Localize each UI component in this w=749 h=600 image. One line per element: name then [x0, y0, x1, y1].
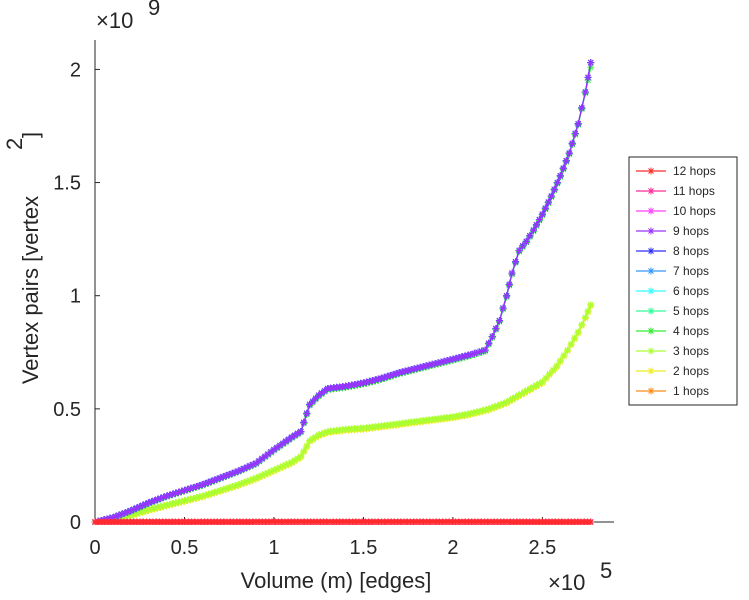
series-markers-8-hops — [91, 59, 595, 525]
series-markers-2-hops — [91, 302, 595, 525]
legend-box — [628, 156, 738, 406]
y-axis-label-main: Vertex pairs [vertex — [18, 196, 43, 384]
x-tick-label: 0.5 — [171, 537, 199, 559]
legend-marker — [647, 187, 655, 195]
legend-marker — [647, 227, 655, 235]
legend-item: 3 hops — [636, 344, 709, 358]
legend-marker — [647, 207, 655, 215]
series-markers-3-hops — [91, 301, 595, 525]
legend-label: 11 hops — [673, 184, 715, 198]
legend-marker — [647, 287, 655, 295]
legend-marker — [647, 387, 655, 395]
series-6-hops — [91, 59, 595, 525]
series-markers-7-hops — [91, 59, 595, 525]
legend-marker — [647, 167, 655, 175]
legend-label: 1 hops — [673, 384, 709, 398]
series-line-8-hops — [94, 62, 592, 523]
y-axis-label: Vertex pairs [vertex 2 ] — [2, 132, 43, 384]
labels: Volume (m) [edges] Vertex pairs [vertex … — [2, 0, 612, 595]
series-8-hops — [91, 59, 595, 525]
series-line-4-hops — [94, 67, 592, 523]
legend-item: 6 hops — [636, 284, 709, 298]
series-line-2-hops — [94, 305, 592, 523]
legend-label: 6 hops — [673, 284, 709, 298]
x-exponent-base: ×10 — [548, 570, 585, 595]
legend-label: 12 hops — [673, 164, 716, 178]
series-line-9-hops — [94, 62, 592, 523]
series-line-6-hops — [94, 62, 592, 523]
legend-label: 9 hops — [673, 224, 709, 238]
legend-item: 10 hops — [636, 204, 716, 218]
series-7-hops — [91, 59, 595, 525]
series-markers-12-hops — [91, 518, 595, 525]
legend-marker — [647, 267, 655, 275]
legend-item: 8 hops — [636, 244, 709, 258]
y-axis-label-superscript: 2 — [2, 138, 27, 150]
y-exponent-base: ×10 — [96, 8, 133, 33]
x-axis-label: Volume (m) [edges] — [241, 568, 432, 593]
series-markers-4-hops — [91, 63, 595, 525]
axes: 0 0.5 1 1.5 2 2.5 0 0.5 1 1.5 2 — [53, 40, 614, 559]
series-markers-6-hops — [91, 59, 595, 525]
series-9-hops — [91, 59, 595, 525]
legend-label: 3 hops — [673, 344, 709, 358]
legend-item: 4 hops — [636, 324, 709, 338]
y-tick-label: 1 — [70, 286, 81, 308]
legend-item: 5 hops — [636, 304, 709, 318]
legend-item: 12 hops — [636, 164, 716, 178]
series-layer — [91, 59, 595, 525]
legend-marker — [647, 247, 655, 255]
legend-marker — [647, 347, 655, 355]
legend-label: 7 hops — [673, 264, 709, 278]
x-tick-label: 1 — [268, 537, 279, 559]
series-markers-5-hops — [91, 59, 595, 525]
x-tick-label: 0 — [89, 537, 100, 559]
x-exponent: ×10 5 — [548, 558, 612, 595]
legend-item: 11 hops — [636, 184, 715, 198]
legend-marker — [647, 327, 655, 335]
series-line-3-hops — [94, 304, 592, 523]
series-3-hops — [91, 301, 595, 525]
x-tick-label: 1.5 — [350, 537, 378, 559]
legend-item: 9 hops — [636, 224, 709, 238]
series-4-hops — [91, 63, 595, 525]
legend-item: 2 hops — [636, 364, 709, 378]
legend: 12 hops 11 hops 10 hops 9 hops 8 hops 7 hops 6… — [628, 156, 738, 406]
x-tick-label: 2.5 — [529, 537, 557, 559]
legend-label: 2 hops — [673, 364, 709, 378]
series-2-hops — [91, 302, 595, 525]
legend-label: 5 hops — [673, 304, 709, 318]
x-exponent-power: 5 — [600, 558, 612, 583]
y-exponent-power: 9 — [148, 0, 160, 20]
y-tick-label: 0 — [70, 512, 81, 534]
series-line-7-hops — [94, 62, 592, 523]
series-5-hops — [91, 59, 595, 525]
legend-label: 8 hops — [673, 244, 709, 258]
series-12-hops — [91, 518, 595, 525]
legend-item: 1 hops — [636, 384, 709, 398]
legend-marker — [647, 307, 655, 315]
y-tick-label: 2 — [70, 59, 81, 81]
y-tick-label: 0.5 — [53, 399, 81, 421]
legend-label: 10 hops — [673, 204, 716, 218]
y-tick-label: 1.5 — [53, 173, 81, 195]
x-tick-label: 2 — [447, 537, 458, 559]
y-axis-label-close: ] — [18, 132, 43, 138]
series-line-5-hops — [94, 62, 592, 523]
legend-marker — [647, 367, 655, 375]
legend-label: 4 hops — [673, 324, 709, 338]
legend-item: 7 hops — [636, 264, 709, 278]
y-exponent: ×10 9 — [96, 0, 160, 33]
series-markers-9-hops — [91, 59, 595, 525]
